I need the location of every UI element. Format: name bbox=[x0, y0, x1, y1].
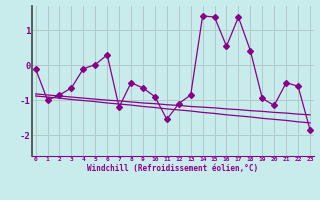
X-axis label: Windchill (Refroidissement éolien,°C): Windchill (Refroidissement éolien,°C) bbox=[87, 164, 258, 173]
